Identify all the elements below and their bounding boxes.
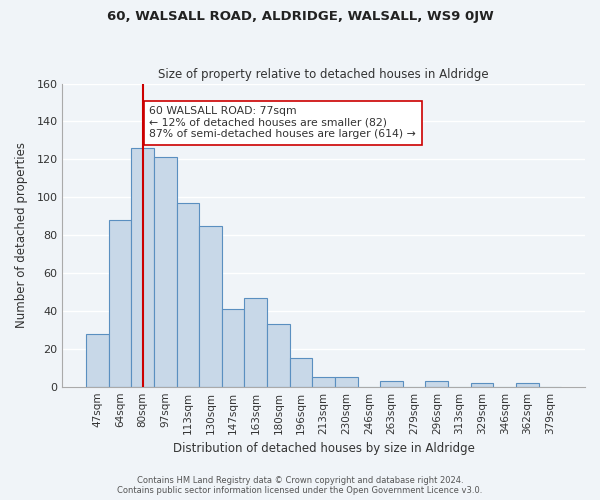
Bar [380,381,403,386]
Text: 60 WALSALL ROAD: 77sqm
← 12% of detached houses are smaller (82)
87% of semi-det: 60 WALSALL ROAD: 77sqm ← 12% of detached… [149,106,416,140]
Text: Contains HM Land Registry data © Crown copyright and database right 2024.
Contai: Contains HM Land Registry data © Crown c… [118,476,482,495]
X-axis label: Distribution of detached houses by size in Aldridge: Distribution of detached houses by size … [173,442,475,455]
Bar [313,377,335,386]
Bar [222,309,244,386]
Bar [109,220,131,386]
Bar [516,383,539,386]
Bar [199,226,222,386]
Bar [471,383,493,386]
Bar [290,358,313,386]
Bar [335,377,358,386]
Bar [176,203,199,386]
Bar [86,334,109,386]
Title: Size of property relative to detached houses in Aldridge: Size of property relative to detached ho… [158,68,489,81]
Bar [131,148,154,386]
Bar [154,158,176,386]
Y-axis label: Number of detached properties: Number of detached properties [15,142,28,328]
Bar [425,381,448,386]
Bar [267,324,290,386]
Bar [244,298,267,386]
Text: 60, WALSALL ROAD, ALDRIDGE, WALSALL, WS9 0JW: 60, WALSALL ROAD, ALDRIDGE, WALSALL, WS9… [107,10,493,23]
